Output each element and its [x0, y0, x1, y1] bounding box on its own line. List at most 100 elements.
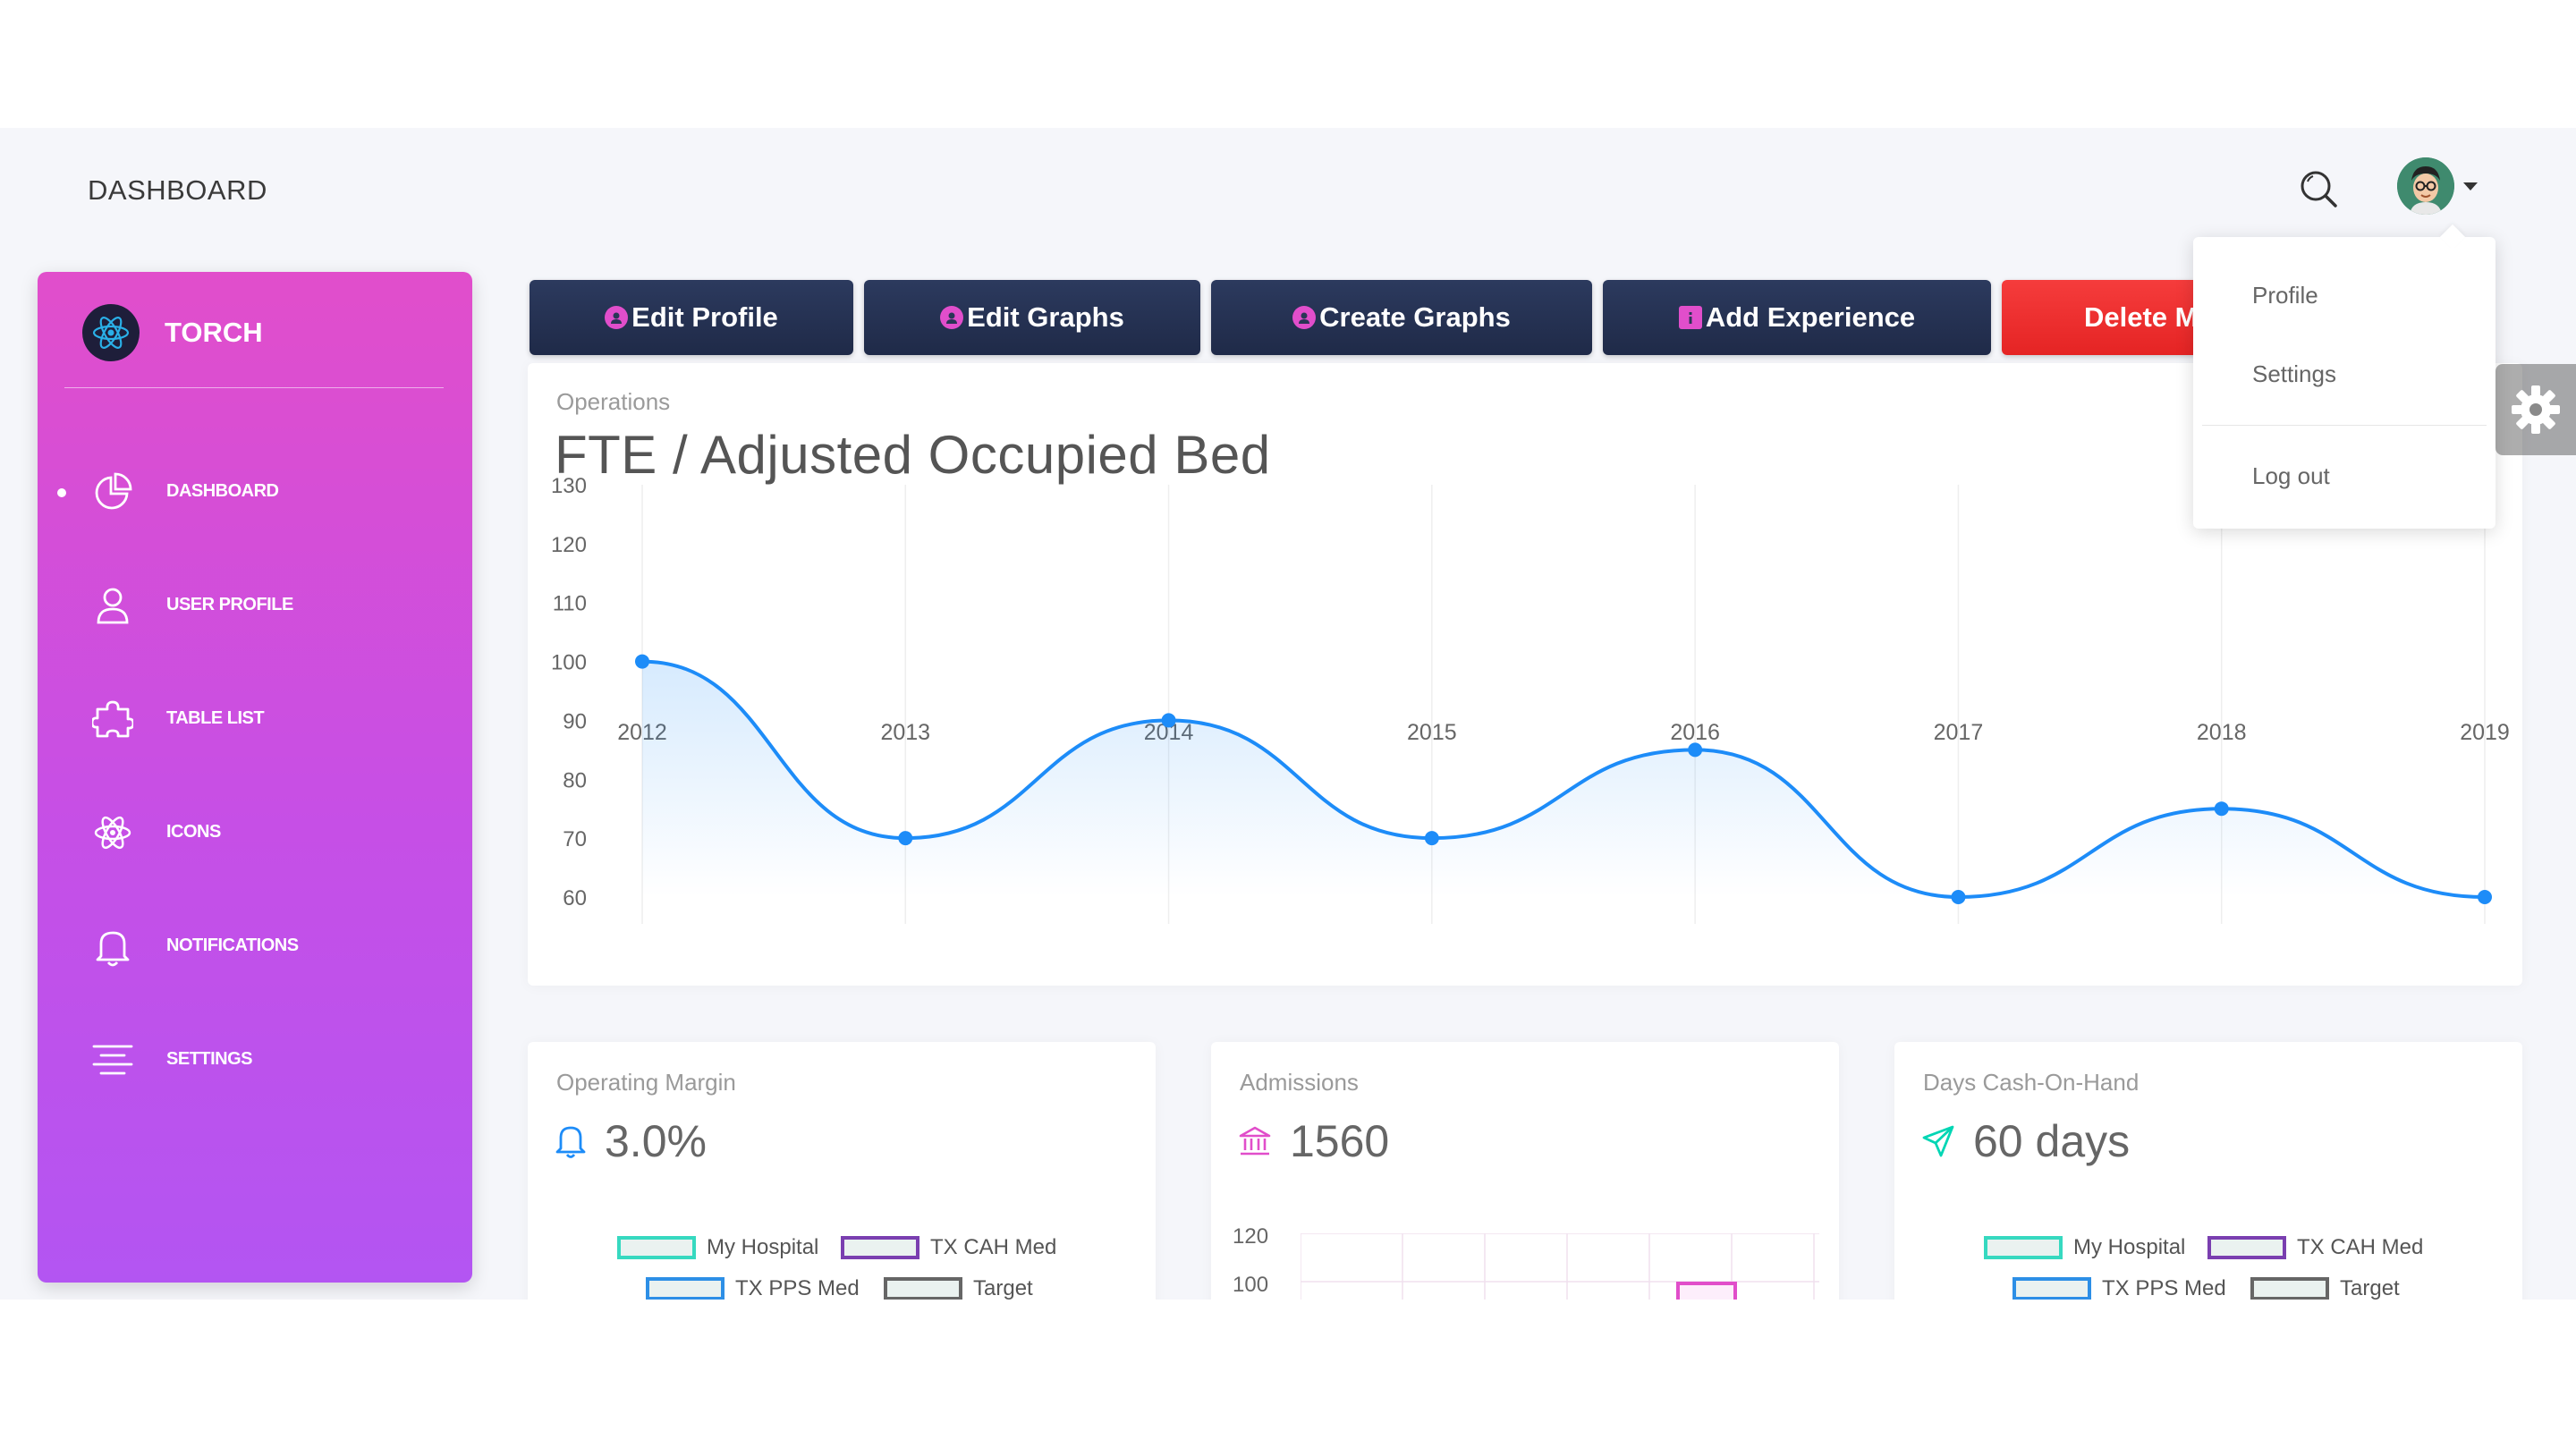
- legend-my-hospital[interactable]: My Hospital: [617, 1235, 818, 1260]
- operating-margin-card: Operating Margin 3.0% My Hospital TX CAH…: [528, 1042, 1156, 1300]
- stat-row: 3.0%: [555, 1115, 707, 1167]
- data-point[interactable]: [635, 654, 649, 669]
- delete-label: Delete M: [2084, 301, 2199, 333]
- data-point[interactable]: [1424, 831, 1439, 846]
- stat-value: 1560: [1290, 1116, 1390, 1166]
- edit-graphs-button[interactable]: Edit Graphs: [864, 280, 1200, 355]
- user-menu-toggle[interactable]: [2397, 155, 2496, 217]
- sidebar-item-settings[interactable]: SETTINGS: [38, 1003, 472, 1116]
- legend-label: TX CAH Med: [930, 1235, 1057, 1259]
- edit-profile-label: Edit Profile: [631, 301, 778, 333]
- y-tick-label: 90: [563, 709, 587, 733]
- avatar: [2397, 157, 2454, 215]
- data-point[interactable]: [2214, 801, 2229, 817]
- menu-item-profile[interactable]: Profile: [2252, 282, 2318, 309]
- search-icon: [2301, 171, 2337, 207]
- legend-label: TX CAH Med: [2297, 1235, 2424, 1259]
- menu-item-logout[interactable]: Log out: [2252, 462, 2330, 489]
- y-tick-label: 60: [563, 886, 587, 910]
- info-icon: [1678, 306, 1702, 329]
- y-tick-label: 80: [563, 768, 587, 792]
- app-shell: DASHBOARD: [0, 128, 2576, 1300]
- y-tick-label: 100: [551, 651, 587, 675]
- delete-button[interactable]: Delete M: [2002, 280, 2199, 355]
- card-category: Operations: [556, 388, 671, 415]
- user-icon: [89, 582, 136, 629]
- sidebar-item-table-list[interactable]: TABLE LIST: [38, 662, 472, 775]
- legend-tx-cah-med[interactable]: TX CAH Med: [841, 1235, 1056, 1260]
- legend-tx-cah-med[interactable]: TX CAH Med: [2207, 1235, 2423, 1260]
- edit-profile-button[interactable]: Edit Profile: [530, 280, 853, 355]
- puzzle-icon: [89, 696, 136, 742]
- sidebar-item-notifications[interactable]: NOTIFICATIONS: [38, 889, 472, 1003]
- legend-my-hospital[interactable]: My Hospital: [1984, 1235, 2185, 1260]
- x-tick-label: 2016: [1670, 720, 1720, 745]
- legend-tx-pps-med[interactable]: TX PPS Med: [646, 1276, 860, 1300]
- x-tick-label: 2017: [1934, 720, 1984, 745]
- bank-icon: [1239, 1126, 1271, 1156]
- search-button[interactable]: [2293, 164, 2343, 214]
- bell-icon: [89, 923, 136, 970]
- data-point[interactable]: [2478, 890, 2492, 904]
- create-graphs-button[interactable]: Create Graphs: [1211, 280, 1592, 355]
- add-experience-label: Add Experience: [1705, 301, 1916, 333]
- active-indicator: [57, 488, 66, 497]
- sidebar-item-dashboard[interactable]: DASHBOARD: [38, 435, 472, 548]
- gear-icon: [2512, 385, 2560, 434]
- add-experience-button[interactable]: Add Experience: [1603, 280, 1991, 355]
- sidebar-item-label: ICONS: [166, 822, 221, 842]
- main-chart-card: Operations FTE / Adjusted Occupied Bed 6…: [528, 363, 2522, 986]
- sidebar: TORCH DASHBOARD USER PROFILE: [38, 272, 472, 1283]
- page-title: DASHBOARD: [88, 174, 267, 206]
- sidebar-item-user-profile[interactable]: USER PROFILE: [38, 548, 472, 662]
- sidebar-item-label: DASHBOARD: [166, 481, 279, 501]
- legend-target[interactable]: Target: [884, 1276, 1033, 1300]
- user-circle-icon: [1292, 306, 1317, 329]
- data-point[interactable]: [1951, 890, 1966, 904]
- brand[interactable]: TORCH: [82, 304, 263, 361]
- legend-label: TX PPS Med: [2102, 1276, 2226, 1300]
- days-cash-card: Days Cash-On-Hand 60 days My Hospital TX…: [1894, 1042, 2522, 1300]
- y-tick-label: 110: [553, 592, 587, 616]
- card-category: Days Cash-On-Hand: [1923, 1069, 2140, 1096]
- x-tick-label: 2013: [880, 720, 930, 745]
- data-point[interactable]: [1688, 742, 1703, 758]
- y-tick-label: 120: [1233, 1224, 1269, 1249]
- legend-label: TX PPS Med: [735, 1276, 860, 1300]
- user-circle-icon: [605, 306, 629, 329]
- create-graphs-label: Create Graphs: [1319, 301, 1511, 333]
- x-tick-label: 2018: [2197, 720, 2247, 745]
- legend-tx-pps-med[interactable]: TX PPS Med: [2012, 1276, 2226, 1300]
- bar: [1676, 1282, 1737, 1300]
- stat-value: 60 days: [1973, 1116, 2131, 1166]
- data-point[interactable]: [898, 831, 913, 846]
- user-dropdown-menu: Profile Settings Log out: [2193, 237, 2496, 529]
- sidebar-nav: DASHBOARD USER PROFILE TABLE LIST: [38, 435, 472, 1116]
- series-area: [642, 661, 2485, 897]
- atom-icon: [82, 304, 140, 361]
- y-tick-label: 120: [551, 533, 587, 557]
- menu-item-settings[interactable]: Settings: [2252, 360, 2336, 387]
- sidebar-item-label: TABLE LIST: [166, 708, 265, 728]
- fixed-plugin-toggle[interactable]: [2496, 364, 2576, 455]
- brand-name: TORCH: [165, 317, 263, 348]
- admissions-chart-grid: [1301, 1233, 1819, 1300]
- stat-row: 1560: [1238, 1115, 1389, 1167]
- data-point[interactable]: [1161, 713, 1176, 728]
- admissions-card: Admissions 1560 120 100: [1211, 1042, 1839, 1300]
- y-tick-label: 130: [551, 474, 587, 498]
- legend-target[interactable]: Target: [2250, 1276, 2400, 1300]
- sidebar-item-label: NOTIFICATIONS: [166, 936, 299, 955]
- legend-label: Target: [973, 1276, 1033, 1300]
- user-circle-icon: [940, 306, 964, 329]
- sidebar-divider: [64, 387, 444, 388]
- x-tick-label: 2019: [2460, 720, 2510, 745]
- legend-label: My Hospital: [707, 1235, 819, 1259]
- legend-label: My Hospital: [2073, 1235, 2186, 1259]
- card-category: Operating Margin: [556, 1069, 736, 1096]
- edit-graphs-label: Edit Graphs: [967, 301, 1124, 333]
- sidebar-item-icons[interactable]: ICONS: [38, 775, 472, 889]
- y-tick-label: 70: [563, 827, 587, 851]
- bell-icon: [555, 1126, 586, 1158]
